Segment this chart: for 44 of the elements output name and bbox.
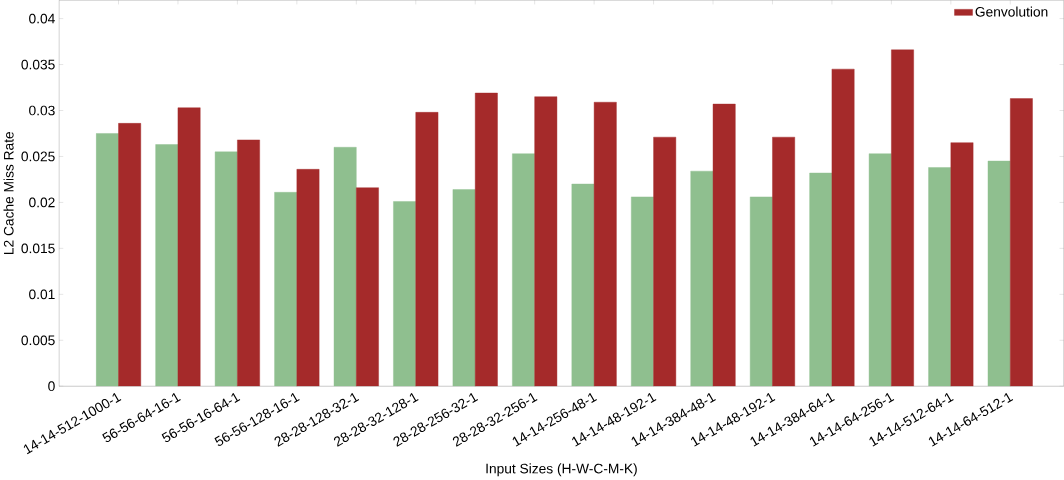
bar (749, 196, 773, 387)
bar (571, 183, 595, 387)
bar (593, 102, 617, 387)
bar (333, 147, 357, 387)
bar (950, 142, 974, 387)
bar (274, 192, 298, 387)
y-tick-label: 0.025 (21, 151, 55, 162)
y-tick-label: 0 (48, 381, 55, 392)
x-axis-title: Input Sizes (H-W-C-M-K) (486, 463, 637, 477)
y-tick-label: 0.04 (29, 13, 55, 24)
y-tick-label: 0.035 (21, 59, 55, 70)
bar (928, 167, 952, 387)
bar (831, 69, 855, 387)
bar (868, 153, 892, 387)
bar (237, 139, 260, 387)
bar (653, 137, 677, 387)
bar (987, 160, 1011, 387)
legend-label: Genvolution (975, 6, 1048, 17)
bar (631, 196, 654, 387)
bar (1010, 98, 1033, 387)
y-tick-label: 0.03 (29, 105, 55, 116)
bar (214, 151, 238, 387)
bar (452, 189, 476, 387)
bar (475, 92, 498, 387)
y-tick-label: 0.005 (21, 335, 55, 346)
bar (690, 171, 714, 387)
bar (118, 123, 141, 387)
bar (155, 144, 179, 387)
bar (712, 104, 736, 387)
bar (809, 172, 833, 387)
bar (534, 96, 558, 387)
bar (415, 112, 439, 387)
bar (95, 133, 119, 387)
bar (393, 201, 416, 387)
bar (512, 153, 535, 387)
bar (356, 187, 379, 387)
y-axis-title: L2 Cache Miss Rate (3, 132, 14, 255)
y-tick-label: 0.01 (29, 289, 55, 300)
y-tick-label: 0.02 (29, 197, 55, 208)
bar (772, 137, 795, 387)
bar (296, 169, 320, 387)
bar (177, 107, 201, 387)
y-tick-label: 0.015 (21, 243, 55, 254)
bar (891, 49, 914, 387)
